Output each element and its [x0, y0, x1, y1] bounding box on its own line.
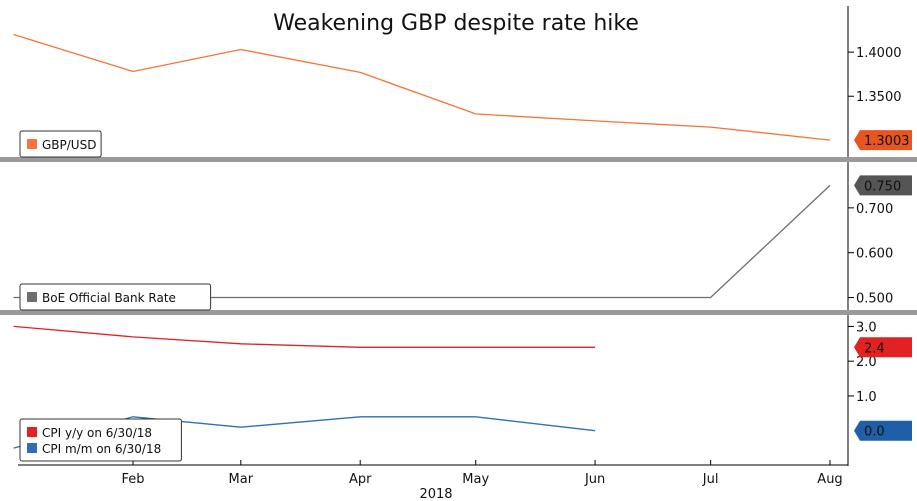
last-value-badge-text: 0.0: [864, 425, 885, 440]
legend-swatch: [27, 443, 37, 453]
legend-label: CPI y/y on 6/30/18: [42, 426, 152, 440]
x-tick-label: Jul: [702, 472, 719, 487]
series-line-boe-official-bank-rate: [13, 184, 831, 299]
last-value-badge: 0.750: [854, 175, 912, 196]
y-tick-label: 2.0: [856, 355, 877, 370]
y-tick-label: 0.600: [856, 247, 893, 262]
last-value-badge: 0.0: [854, 420, 912, 441]
x-tick-label: Jun: [584, 472, 605, 487]
legend-swatch: [27, 292, 37, 302]
y-tick-label: 1.0: [856, 390, 877, 405]
last-value-badge-text: 1.3003: [864, 134, 910, 149]
last-value-badge-shape: [854, 337, 912, 358]
legend-box: [19, 418, 182, 462]
legend-box: [19, 283, 212, 311]
legend-label: CPI m/m on 6/30/18: [42, 442, 161, 456]
legend: CPI y/y on 6/30/18 CPI m/m on 6/30/18: [19, 418, 182, 462]
series-line-cpi-y-y-on-6-30-18: [13, 325, 596, 348]
y-tick-label: 1.4000: [856, 46, 902, 61]
legend-label: BoE Official Bank Rate: [42, 291, 176, 305]
last-value-badge-shape: [854, 175, 912, 196]
y-tick-label: 0.700: [856, 202, 893, 217]
x-year-label: 2018: [419, 487, 452, 501]
x-tick-label: Aug: [817, 472, 842, 487]
y-tick-label: 1.3500: [856, 90, 902, 105]
legend: GBP/USD: [19, 130, 102, 158]
series-line-gbp-usd: [13, 33, 831, 141]
x-tick-label: Apr: [349, 472, 372, 487]
last-value-badge-text: 0.750: [864, 179, 901, 194]
y-tick-label: 3.0: [856, 320, 877, 335]
x-tick-label: Feb: [121, 472, 144, 487]
legend-swatch: [27, 427, 37, 437]
legend-label: GBP/USD: [42, 138, 96, 152]
y-tick-label: 0.500: [856, 292, 893, 307]
x-tick-label: May: [462, 472, 489, 487]
last-value-badge-shape: [854, 420, 912, 441]
last-value-badge-shape: [854, 130, 912, 151]
last-value-badge-text: 2.4: [864, 341, 885, 356]
panel-separator: [0, 157, 917, 162]
legend: BoE Official Bank Rate: [19, 283, 212, 311]
legend-box: [19, 130, 102, 158]
last-value-badge: 1.3003: [854, 130, 912, 151]
x-tick-label: Mar: [229, 472, 254, 487]
legend-swatch: [27, 139, 37, 149]
panel-separator: [0, 310, 917, 315]
chart-title: Weakening GBP despite rate hike: [273, 11, 639, 36]
last-value-badge: 2.4: [854, 337, 912, 358]
